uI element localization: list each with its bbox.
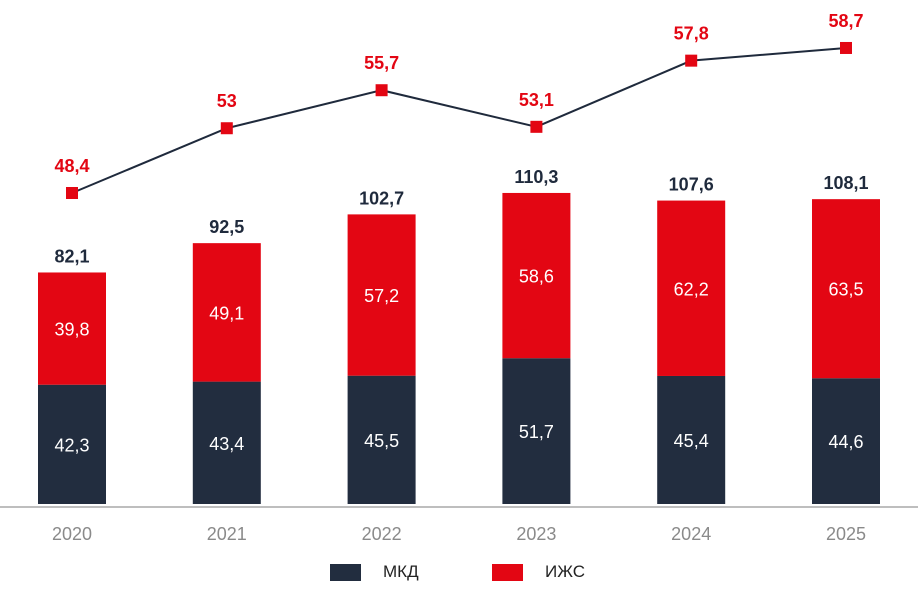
legend-swatch-mkd xyxy=(330,563,361,581)
bar-label-mkd-2023: 51,7 xyxy=(519,422,554,442)
total-label-2025: 108,1 xyxy=(823,173,868,193)
bar-label-izhs-2024: 62,2 xyxy=(674,279,709,299)
legend: МКД ИЖС xyxy=(0,562,918,586)
bar-label-izhs-2022: 57,2 xyxy=(364,286,399,306)
bar-label-mkd-2025: 44,6 xyxy=(828,432,863,452)
total-label-2022: 102,7 xyxy=(359,188,404,208)
bar-izhs-2020 xyxy=(38,272,106,385)
bar-izhs-2021 xyxy=(192,243,261,382)
bar-mkd-2022 xyxy=(347,375,416,504)
bar-label-mkd-2020: 42,3 xyxy=(54,435,89,455)
total-label-2020: 82,1 xyxy=(54,246,89,266)
bar-label-izhs-2025: 63,5 xyxy=(828,280,863,300)
bar-izhs-2022 xyxy=(347,214,416,376)
legend-swatch-izhs xyxy=(492,563,523,581)
bar-mkd-2025 xyxy=(812,378,880,504)
bar-label-mkd-2022: 45,5 xyxy=(364,431,399,451)
line-label-2022: 55,7 xyxy=(364,53,399,73)
total-label-2024: 107,6 xyxy=(669,175,714,195)
x-tick-2024: 2024 xyxy=(671,524,711,544)
bar-label-mkd-2024: 45,4 xyxy=(674,431,709,451)
x-tick-2021: 2021 xyxy=(207,524,247,544)
line-marker-2020 xyxy=(66,187,78,199)
bar-label-izhs-2020: 39,8 xyxy=(54,320,89,340)
x-tick-2022: 2022 xyxy=(362,524,402,544)
line-label-2025: 58,7 xyxy=(828,11,863,31)
legend-label-mkd: МКД xyxy=(383,562,419,581)
line-marker-2022 xyxy=(375,84,388,97)
x-tick-2020: 2020 xyxy=(52,524,92,544)
total-label-2021: 92,5 xyxy=(209,217,244,237)
legend-label-izhs: ИЖС xyxy=(545,562,586,581)
line-marker-2021 xyxy=(220,122,233,135)
bar-label-izhs-2021: 49,1 xyxy=(209,303,244,323)
line-label-2021: 53 xyxy=(217,91,237,111)
bar-mkd-2024 xyxy=(657,375,726,504)
bar-mkd-2020 xyxy=(38,384,106,504)
legend-item-izhs: ИЖС xyxy=(492,562,585,582)
x-tick-2025: 2025 xyxy=(826,524,866,544)
bar-izhs-2025 xyxy=(812,199,880,379)
bar-mkd-2023 xyxy=(502,358,571,504)
legend-item-mkd: МКД xyxy=(330,562,419,582)
line-series xyxy=(71,46,847,194)
line-marker-2025 xyxy=(840,41,852,54)
line-label-2023: 53,1 xyxy=(519,90,554,110)
line-label-2020: 48,4 xyxy=(54,156,89,176)
total-label-2023: 110,3 xyxy=(514,167,558,187)
bar-label-izhs-2023: 58,6 xyxy=(519,267,554,287)
x-tick-2023: 2023 xyxy=(516,524,556,544)
bar-izhs-2024 xyxy=(657,200,726,376)
bar-label-mkd-2021: 43,4 xyxy=(209,434,244,454)
line-label-2024: 57,8 xyxy=(674,24,709,44)
line-marker-2024 xyxy=(685,54,698,67)
chart: 42,3 39,8 82,1 2020 43,4 49,1 92,5 2021 45,5 57,2… xyxy=(0,11,918,544)
bar-mkd-2021 xyxy=(192,381,261,504)
bar-izhs-2023 xyxy=(502,192,571,359)
line-marker-2023 xyxy=(530,120,543,133)
